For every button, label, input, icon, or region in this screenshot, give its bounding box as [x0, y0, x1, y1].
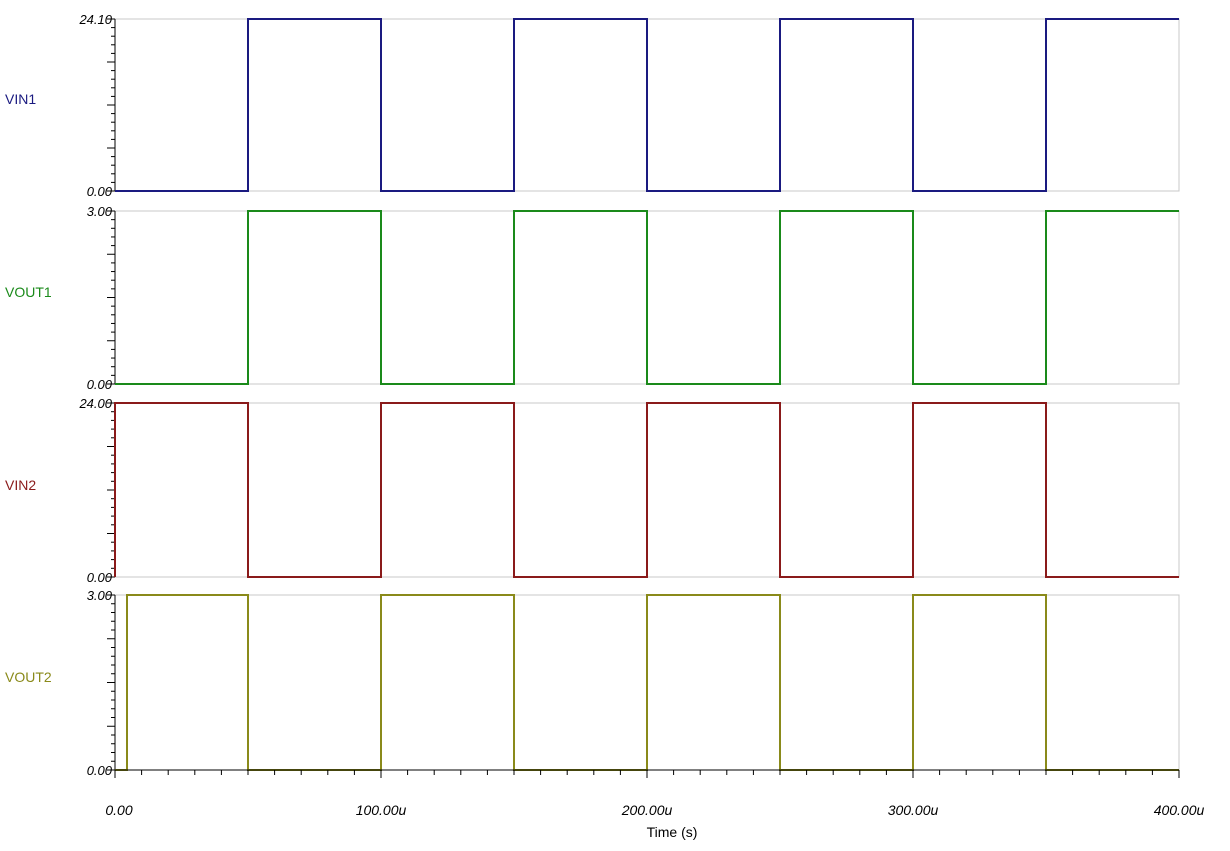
x-axis-title: Time (s): [647, 824, 698, 840]
x-tick-label: 0.00: [105, 802, 132, 818]
y-tick-label-min: 0.00: [87, 377, 113, 392]
y-tick-label-max: 24.10: [78, 12, 112, 27]
series-label-vout1: VOUT1: [5, 284, 52, 300]
series-label-vin2: VIN2: [5, 477, 36, 493]
x-tick-label: 200.00u: [621, 802, 673, 818]
trace-vout1: [115, 210, 1179, 385]
trace-vout2: [115, 594, 1179, 771]
y-tick-label-max: 3.00: [87, 588, 113, 603]
y-tick-label-max: 3.00: [87, 204, 113, 219]
trace-vin1: [115, 18, 1179, 192]
x-tick-label: 100.00u: [356, 802, 407, 818]
series-label-vout2: VOUT2: [5, 669, 52, 685]
y-tick-label-max: 24.00: [78, 396, 112, 411]
series-label-vin1: VIN1: [5, 91, 36, 107]
y-tick-label-min: 0.00: [87, 570, 113, 585]
x-tick-label: 300.00u: [888, 802, 939, 818]
y-tick-label-min: 0.00: [87, 763, 113, 778]
trace-vin2: [114, 402, 1179, 578]
y-tick-label-min: 0.00: [87, 184, 113, 199]
x-tick-label: 400.00u: [1154, 802, 1205, 818]
